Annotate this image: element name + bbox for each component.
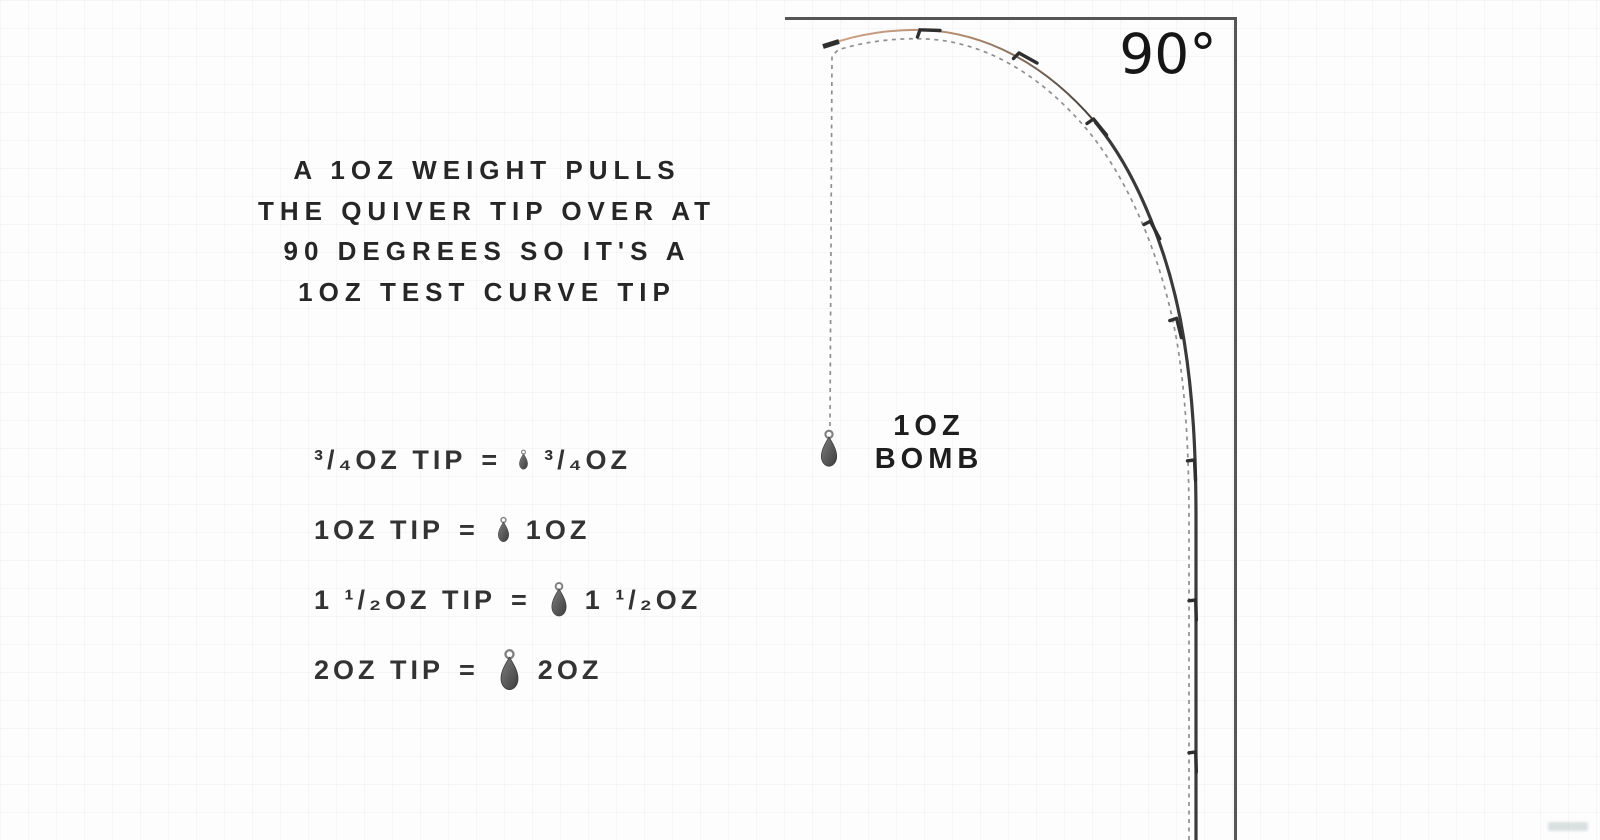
bomb-label: 1OZ BOMB: [843, 410, 1015, 476]
legend-row-3-4oz: ³/₄OZ TIP = ³/₄OZ: [314, 425, 701, 495]
bomb-weight-icon: [516, 449, 531, 471]
heading-text: A 1OZ WEIGHT PULLS THE QUIVER TIP OVER A…: [248, 150, 726, 312]
tip-label: ³/₄OZ TIP: [314, 444, 467, 475]
angle-90-label: 90°: [1119, 22, 1217, 86]
bomb-weight-icon: [494, 516, 513, 544]
tip-label: 1 ¹/₂OZ TIP: [314, 584, 497, 615]
rod-tip-ring: [822, 39, 840, 49]
legend-row-1oz: 1OZ TIP = 1OZ: [314, 495, 701, 565]
tip-weight-legend: ³/₄OZ TIP = ³/₄OZ 1OZ TIP = 1OZ 1 ¹/₂OZ …: [314, 425, 701, 705]
weight-value: ³/₄OZ: [544, 444, 631, 475]
legend-row-1-1-2oz: 1 ¹/₂OZ TIP = 1 ¹/₂OZ: [314, 565, 701, 635]
watermark-smudge: [1548, 822, 1588, 831]
equals-sign: =: [459, 514, 479, 545]
equals-sign: =: [511, 584, 531, 615]
heading-line: 90 DEGREES SO IT'S A: [283, 236, 691, 266]
weight-value: 1OZ: [525, 514, 591, 545]
bomb-weight-icon: [494, 648, 525, 693]
tip-label: 1OZ TIP: [314, 514, 445, 545]
bomb-label-line1: 1OZ: [893, 410, 965, 442]
tip-label: 2OZ TIP: [314, 654, 445, 685]
equals-sign: =: [481, 444, 502, 475]
rod-line-guides: [915, 28, 1198, 774]
weight-value: 1 ¹/₂OZ: [584, 584, 702, 615]
rod-quiver-tip-section: [830, 28, 1096, 123]
heading-line: THE QUIVER TIP OVER AT: [257, 195, 716, 226]
bomb-label-line2: BOMB: [874, 443, 984, 475]
hanging-bomb-weight-icon: [820, 429, 838, 468]
weight-value: 2OZ: [537, 654, 603, 685]
heading-line: 1OZ TEST CURVE TIP: [298, 276, 676, 307]
legend-row-2oz: 2OZ TIP = 2OZ: [314, 635, 701, 705]
equals-sign: =: [459, 654, 479, 685]
heading-line: A 1OZ WEIGHT PULLS: [293, 155, 681, 185]
fishing-line-dashed: [829, 37, 1190, 840]
bomb-weight-icon: [546, 581, 572, 619]
